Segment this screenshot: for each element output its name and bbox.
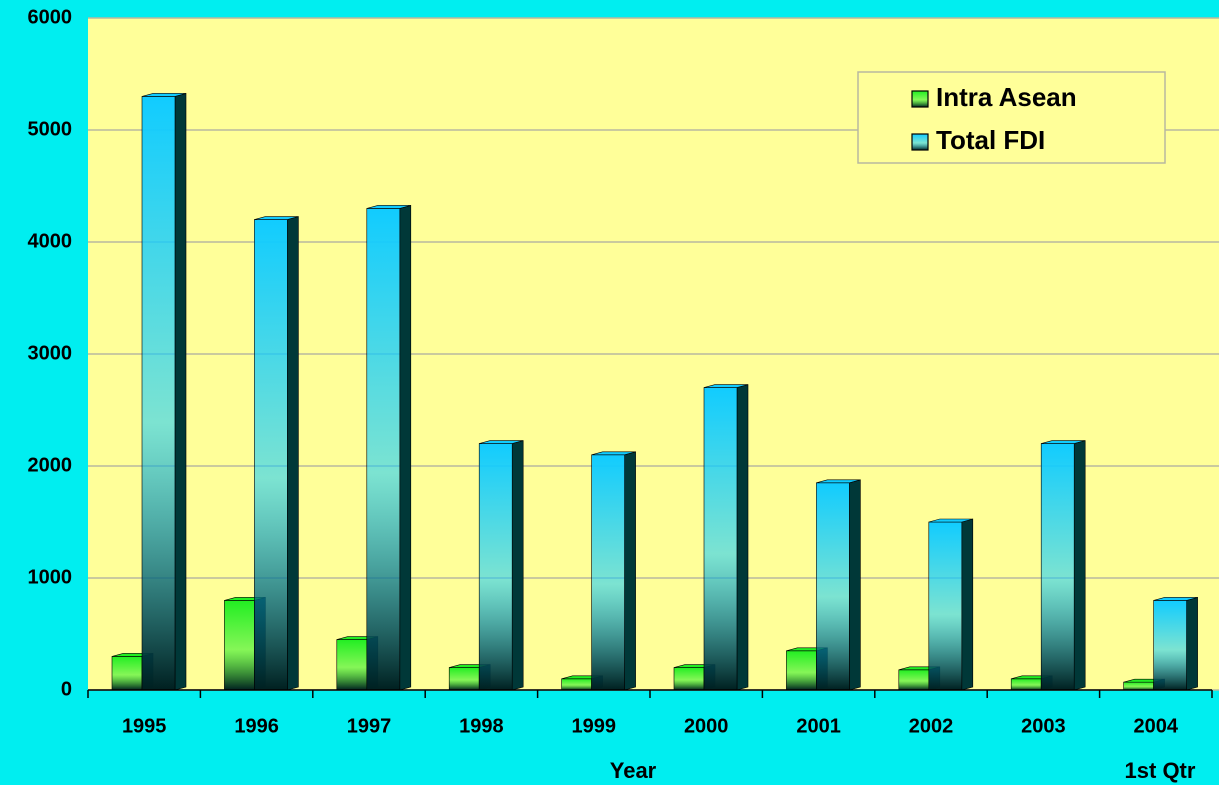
bar-side bbox=[736, 384, 749, 691]
bar bbox=[141, 96, 176, 691]
bar-top bbox=[591, 451, 636, 456]
bar-side bbox=[287, 216, 299, 691]
x-tick-label: 1995 bbox=[122, 715, 167, 737]
bar bbox=[336, 639, 368, 691]
x-tick-label: 2001 bbox=[796, 715, 841, 737]
legend-label: Intra Asean bbox=[936, 82, 1077, 112]
bar-side bbox=[399, 205, 412, 691]
x-tick-label: 1998 bbox=[459, 715, 504, 737]
bar-side bbox=[849, 479, 861, 691]
bar bbox=[561, 678, 592, 691]
x-tick-label: 2000 bbox=[684, 715, 729, 737]
bar bbox=[1040, 443, 1075, 691]
bar bbox=[448, 667, 480, 691]
bar-side bbox=[1186, 597, 1198, 691]
bar bbox=[786, 650, 817, 691]
legend-swatch bbox=[911, 133, 929, 151]
legend-swatch bbox=[911, 90, 929, 108]
bar-top bbox=[479, 440, 524, 444]
x-axis-label: Year bbox=[610, 758, 657, 783]
bar-top bbox=[366, 205, 411, 209]
bar bbox=[816, 482, 850, 691]
bar bbox=[898, 669, 930, 691]
bar bbox=[478, 443, 513, 691]
y-tick-label: 3000 bbox=[28, 342, 73, 364]
x-tick-label: 2004 bbox=[1134, 715, 1179, 737]
bar bbox=[1010, 678, 1042, 691]
bar bbox=[703, 387, 738, 691]
x-tick-label: 1997 bbox=[347, 715, 392, 737]
bar bbox=[254, 219, 288, 691]
y-tick-label: 0 bbox=[61, 678, 72, 700]
y-tick-label: 5000 bbox=[28, 118, 73, 140]
x-tick-label: 1996 bbox=[234, 715, 279, 737]
y-tick-label: 1000 bbox=[28, 566, 73, 588]
bar-side bbox=[961, 518, 974, 691]
bar-top bbox=[816, 479, 861, 484]
bar-top bbox=[1153, 597, 1198, 601]
bar bbox=[928, 521, 963, 691]
bar-top bbox=[141, 93, 187, 97]
y-tick-label: 4000 bbox=[28, 230, 73, 252]
category-note: 1st Qtr bbox=[1125, 758, 1196, 783]
bar-top bbox=[254, 216, 299, 220]
bar-top bbox=[928, 518, 973, 523]
legend-label: Total FDI bbox=[936, 125, 1045, 155]
bar-top bbox=[703, 384, 749, 388]
bar-side bbox=[1073, 440, 1086, 691]
bar bbox=[111, 656, 143, 691]
bar bbox=[673, 667, 705, 691]
bar-side bbox=[174, 93, 187, 691]
bar bbox=[366, 208, 401, 691]
y-tick-label: 2000 bbox=[28, 454, 73, 476]
bar-top bbox=[1041, 440, 1086, 444]
x-tick-label: 2003 bbox=[1021, 715, 1066, 737]
bar bbox=[1153, 600, 1187, 691]
bar bbox=[1123, 681, 1154, 691]
x-tick-label: 1999 bbox=[572, 715, 617, 737]
bar bbox=[591, 454, 625, 691]
bar-side bbox=[511, 440, 524, 691]
y-tick-label: 6000 bbox=[28, 6, 73, 28]
legend-box bbox=[857, 71, 1166, 164]
bar bbox=[224, 600, 255, 691]
bar-side bbox=[624, 451, 636, 691]
x-tick-label: 2002 bbox=[909, 715, 954, 737]
